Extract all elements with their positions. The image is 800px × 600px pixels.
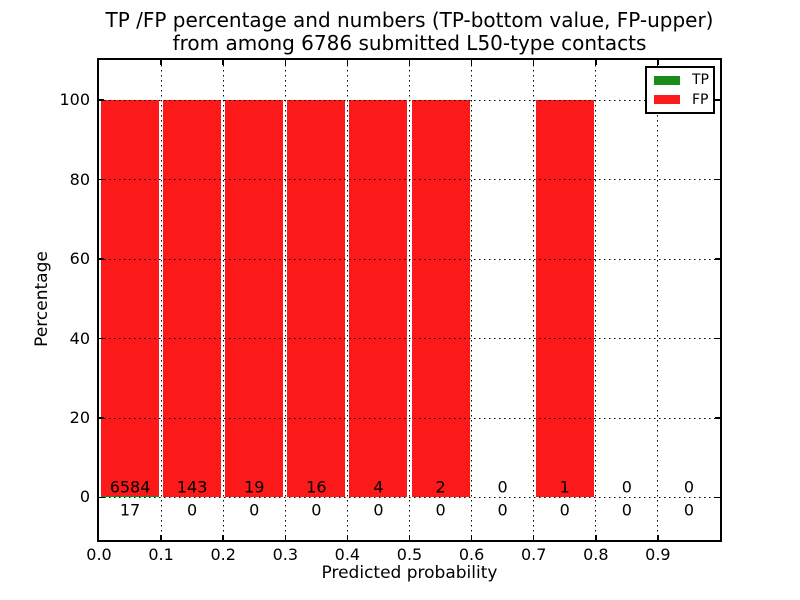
x-tick-mark	[657, 60, 659, 65]
x-axis-label: Predicted probability	[321, 563, 498, 583]
legend-entry-fp: FP	[654, 91, 709, 108]
v-gridline	[160, 60, 162, 540]
fp-bar-segment	[349, 100, 408, 498]
v-gridline	[595, 60, 597, 540]
y-tick-label: 0	[79, 487, 90, 507]
fp-bar-segment	[287, 100, 346, 498]
tp-count-label: 0	[373, 500, 384, 519]
x-tick-label: 0.7	[520, 545, 547, 564]
plot-area: TP FP 6584 17 143 0 19 0 16 0 4 0 2 0 0 0 1 0 0 0 0 0	[97, 58, 722, 542]
chart-title: TP /FP percentage and numbers (TP-bottom…	[97, 9, 722, 55]
tp-bar-segment	[101, 496, 160, 498]
y-tick-label: 40	[69, 328, 90, 348]
x-tick-mark	[346, 60, 349, 65]
x-tick-mark	[222, 60, 224, 65]
y-tick-mark	[715, 258, 720, 260]
fp-legend-label: FP	[692, 91, 709, 108]
y-tick-mark	[99, 417, 104, 419]
y-tick-label: 100	[59, 90, 90, 110]
x-tick-mark	[222, 535, 224, 540]
fp-count-label: 6584	[109, 477, 151, 496]
y-tick-label: 60	[69, 249, 90, 269]
x-tick-label: 0.3	[272, 545, 299, 564]
y-tick-mark	[715, 417, 720, 419]
tp-count-label: 0	[683, 500, 695, 519]
tp-count-label: 0	[435, 500, 446, 519]
x-tick-label: 0.6	[458, 545, 485, 564]
x-tick-mark	[160, 535, 162, 540]
y-tick-mark	[99, 258, 104, 260]
tp-legend-label: TP	[692, 72, 709, 89]
fp-bar-segment	[535, 100, 594, 498]
x-tick-mark	[532, 535, 535, 540]
v-gridline	[657, 60, 659, 540]
v-gridline	[222, 60, 224, 540]
y-tick-mark	[715, 496, 720, 499]
x-tick-label: 0.0	[86, 545, 112, 564]
x-tick-label: 0.5	[396, 545, 423, 564]
y-tick-mark	[715, 337, 720, 340]
y-tick-mark	[99, 99, 104, 101]
x-tick-mark	[595, 535, 597, 540]
tp-count-label: 0	[621, 500, 632, 519]
tp-count-label: 17	[119, 500, 141, 519]
v-gridline	[346, 60, 348, 540]
fp-count-label: 143	[176, 477, 208, 496]
fp-count-label: 4	[373, 477, 384, 496]
fp-count-label: 16	[306, 477, 327, 496]
x-tick-label: 0.9	[645, 545, 671, 564]
tp-legend-swatch	[654, 75, 680, 85]
x-tick-mark	[408, 60, 411, 65]
fp-count-label: 19	[244, 477, 265, 496]
fp-count-label: 0	[683, 477, 695, 496]
fp-bar-segment	[163, 100, 222, 498]
tp-count-label: 0	[559, 500, 570, 519]
tp-count-label: 0	[187, 500, 198, 519]
x-tick-mark	[284, 535, 287, 540]
legend: TP FP	[645, 66, 715, 114]
y-tick-label: 80	[69, 169, 90, 189]
fp-count-label: 1	[559, 477, 570, 496]
chart-title-line2: from among 6786 submitted L50-type conta…	[172, 31, 647, 55]
fp-count-label: 2	[435, 477, 446, 496]
x-tick-mark	[408, 535, 411, 540]
x-tick-mark	[470, 60, 473, 65]
x-tick-label: 0.4	[334, 545, 361, 564]
x-tick-mark	[532, 60, 535, 65]
y-tick-mark	[99, 337, 104, 340]
legend-entry-tp: TP	[654, 72, 709, 89]
fp-legend-swatch	[654, 95, 680, 105]
fp-bar-segment	[411, 100, 470, 498]
x-tick-mark	[160, 60, 162, 65]
x-tick-mark	[284, 60, 287, 65]
y-tick-mark	[715, 178, 720, 181]
x-tick-label: 0.1	[148, 545, 174, 564]
x-tick-mark	[595, 60, 597, 65]
v-gridline	[409, 60, 410, 540]
v-gridline	[284, 60, 286, 540]
x-tick-mark	[470, 535, 473, 540]
y-tick-label: 20	[69, 408, 90, 427]
v-gridline	[533, 60, 535, 540]
x-tick-label: 0.2	[210, 545, 236, 564]
tp-count-label: 0	[249, 500, 260, 519]
fp-bar-segment	[225, 100, 284, 498]
fp-count-label: 0	[621, 477, 632, 496]
v-gridline	[471, 60, 473, 540]
tp-count-label: 0	[311, 500, 322, 519]
fp-bar-segment	[101, 100, 160, 497]
fp-count-label: 0	[497, 477, 508, 496]
x-tick-label: 0.8	[583, 545, 609, 564]
x-tick-mark	[346, 535, 349, 540]
tp-count-label: 0	[497, 500, 508, 519]
y-tick-mark	[715, 99, 720, 101]
y-tick-mark	[99, 178, 104, 181]
y-tick-mark	[99, 496, 104, 499]
x-tick-mark	[657, 535, 659, 540]
chart-title-line1: TP /FP percentage and numbers (TP-bottom…	[105, 8, 714, 32]
